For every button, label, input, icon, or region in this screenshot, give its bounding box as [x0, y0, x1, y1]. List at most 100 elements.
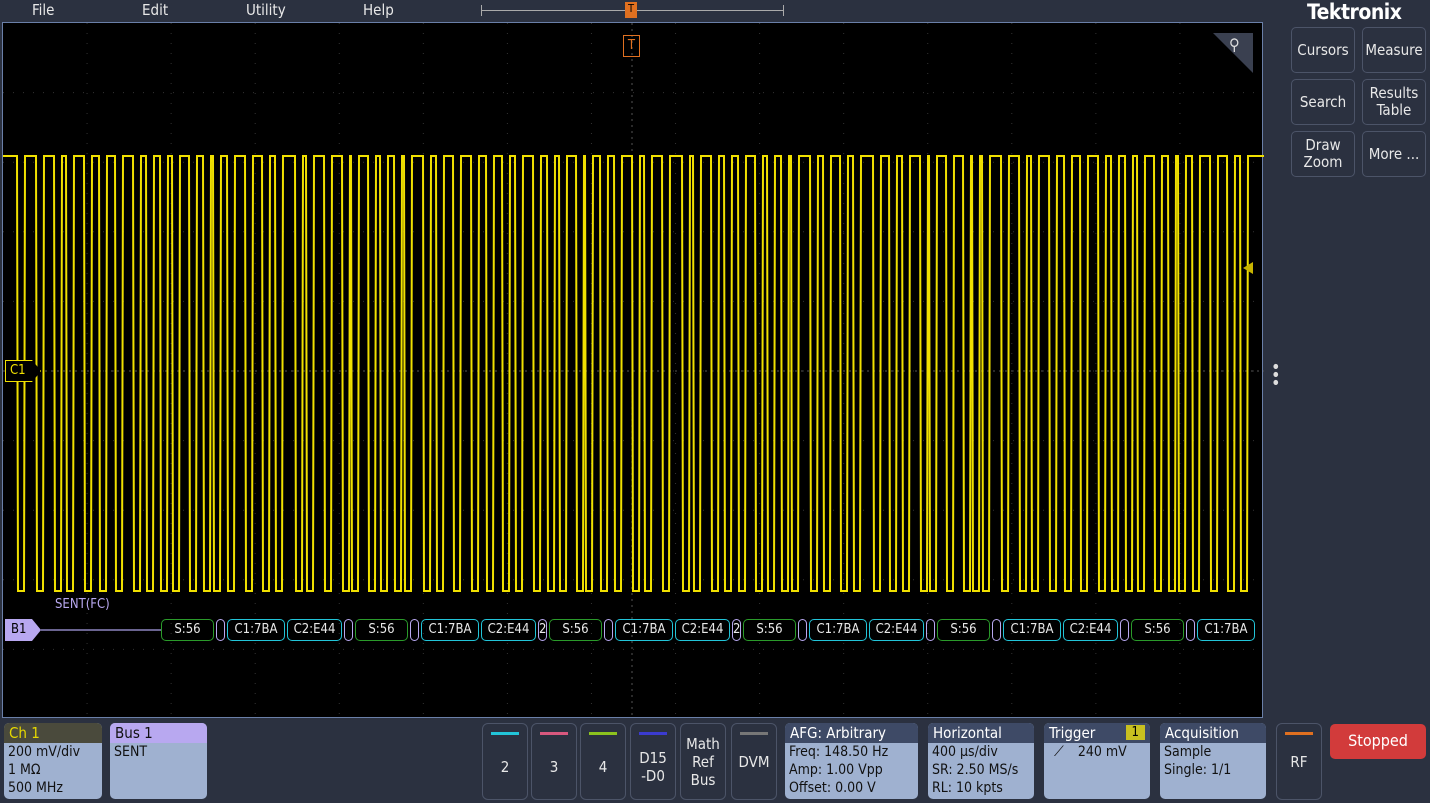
channel-color-bar: [589, 732, 617, 735]
menu-help[interactable]: Help: [363, 1, 394, 19]
menu-bar: File Edit Utility Help T: [0, 0, 1285, 22]
afg-amp: Amp: 1.00 Vpp: [789, 761, 914, 779]
sample-rate: SR: 2.50 MS/s: [932, 761, 1030, 779]
bus-packet-status[interactable]: S:56: [937, 619, 990, 641]
acquisition-title: Acquisition: [1160, 723, 1266, 743]
bus-packet-gap[interactable]: 2: [732, 619, 741, 641]
record-length: RL: 10 kpts: [932, 779, 1030, 797]
horizontal-badge[interactable]: Horizontal 400 µs/divSR: 2.50 MS/sRL: 10…: [928, 723, 1034, 799]
channel-button-label: 4: [599, 758, 608, 776]
bus-packet-gap[interactable]: [604, 619, 613, 641]
bus-packet-data[interactable]: C1:7BA: [1003, 619, 1061, 641]
trigger-position-marker[interactable]: T: [623, 35, 640, 57]
bus-packet-data[interactable]: C1:7BA: [227, 619, 285, 641]
acquisition-count: Single: 1/1: [1164, 761, 1262, 779]
channel-color-bar: [491, 732, 519, 735]
draw-zoom-button[interactable]: Draw Zoom: [1291, 131, 1355, 177]
ch2-button[interactable]: 2: [482, 723, 528, 800]
bus-packet-status[interactable]: S:56: [355, 619, 408, 641]
ch1-scale: 200 mV/div: [8, 743, 98, 761]
ch4-button[interactable]: 4: [580, 723, 626, 800]
horizontal-title: Horizontal: [928, 723, 1034, 743]
bus-packet-gap[interactable]: [992, 619, 1001, 641]
magnifier-icon: ⚲: [1229, 35, 1240, 54]
bus-packet-gap[interactable]: [798, 619, 807, 641]
math-ref-bus-button[interactable]: Math Ref Bus: [680, 723, 726, 800]
bus-packet-data[interactable]: C2:E44: [481, 619, 536, 641]
digital-button[interactable]: D15 -D0: [630, 723, 676, 800]
bus1-protocol: SENT: [114, 743, 203, 761]
side-panel: Cursors Measure Search Results Table Dra…: [1287, 22, 1430, 718]
channel-color-bar: [740, 732, 768, 735]
rf-button[interactable]: RF: [1276, 723, 1322, 800]
bus-packet-status[interactable]: S:56: [1131, 619, 1184, 641]
run-stop-button[interactable]: Stopped: [1330, 724, 1426, 759]
bus-idle-line: [41, 629, 161, 631]
bus-packet-gap[interactable]: [926, 619, 935, 641]
bus-packet-data[interactable]: C2:E44: [675, 619, 730, 641]
menu-utility[interactable]: Utility: [246, 1, 286, 19]
bus-packet-data[interactable]: C1:7BA: [421, 619, 479, 641]
bus-packet-gap[interactable]: 2: [538, 619, 547, 641]
ch1-termination: 1 MΩ: [8, 761, 98, 779]
bus1-title: Bus 1: [110, 723, 207, 743]
trigger-level: 240 mV: [1078, 744, 1127, 760]
channel-color-bar: [540, 732, 568, 735]
dvm-button[interactable]: DVM: [731, 723, 777, 800]
acquisition-mode: Sample: [1164, 743, 1262, 761]
bus-packet-data[interactable]: C1:7BA: [615, 619, 673, 641]
bus-packet-data[interactable]: C2:E44: [287, 619, 342, 641]
bus-packet-data[interactable]: C2:E44: [869, 619, 924, 641]
trigger-source: 1: [1126, 725, 1145, 740]
bus-label: SENT(FC): [55, 597, 110, 612]
bus-packet-status[interactable]: S:56: [743, 619, 796, 641]
bus-packet-gap[interactable]: [1186, 619, 1195, 641]
tektronix-logo: Tektronix: [1307, 0, 1401, 24]
rising-edge-icon: ⟋: [1054, 744, 1064, 760]
panel-handle-icon[interactable]: •••: [1271, 364, 1281, 388]
afg-offset: Offset: 0.00 V: [789, 779, 914, 797]
bus-packet-gap[interactable]: [216, 619, 225, 641]
bus-packet-status[interactable]: S:56: [549, 619, 602, 641]
cursors-button[interactable]: Cursors: [1291, 27, 1355, 73]
menu-edit[interactable]: Edit: [142, 1, 168, 19]
bus-packet-gap[interactable]: [1120, 619, 1129, 641]
bus-packet-gap[interactable]: [344, 619, 353, 641]
bus-packet-gap[interactable]: [410, 619, 419, 641]
ch1-title: Ch 1: [4, 723, 102, 743]
channel-button-label: Math Ref Bus: [686, 735, 720, 789]
waveform-svg: [3, 23, 1264, 719]
ch1-waveform: [3, 156, 1264, 591]
ch1-badge[interactable]: Ch 1 200 mV/div1 MΩ500 MHz: [4, 723, 102, 799]
bus1-badge[interactable]: Bus 1 SENT: [110, 723, 207, 799]
search-button[interactable]: Search: [1291, 79, 1355, 125]
channel-button-label: 2: [501, 758, 510, 776]
ch1-bandwidth: 500 MHz: [8, 779, 98, 797]
channel-color-bar: [639, 732, 667, 735]
trigger-badge[interactable]: Trigger 1 ⟋ 240 mV: [1044, 723, 1150, 799]
bus-packet-data[interactable]: C1:7BA: [809, 619, 867, 641]
acquisition-badge[interactable]: Acquisition SampleSingle: 1/1: [1160, 723, 1266, 799]
measure-button[interactable]: Measure: [1362, 27, 1426, 73]
waveform-view[interactable]: T ⚲ C1 SENT(FC) B1 S:56C1:7BAC2:E44S:56C…: [2, 22, 1263, 718]
afg-title: AFG: Arbitrary: [785, 723, 918, 743]
trigger-title: Trigger: [1049, 724, 1095, 742]
bus-packet-status[interactable]: S:56: [161, 619, 214, 641]
bus-decode-row: S:56C1:7BAC2:E44S:56C1:7BAC2:E442S:56C1:…: [3, 619, 1264, 641]
afg-freq: Freq: 148.50 Hz: [789, 743, 914, 761]
results-table-button[interactable]: Results Table: [1362, 79, 1426, 125]
rf-color-bar: [1285, 732, 1313, 735]
channel-button-label: 3: [550, 758, 559, 776]
afg-badge[interactable]: AFG: Arbitrary Freq: 148.50 HzAmp: 1.00 …: [785, 723, 918, 799]
timeline-trigger-marker[interactable]: T: [625, 2, 637, 18]
channel-button-label: D15 -D0: [639, 749, 667, 785]
rf-label: RF: [1290, 753, 1307, 771]
bus-packet-data[interactable]: C2:E44: [1063, 619, 1118, 641]
trigger-level-marker[interactable]: [1243, 262, 1253, 274]
menu-file[interactable]: File: [32, 1, 54, 19]
ch3-button[interactable]: 3: [531, 723, 577, 800]
channel-button-label: DVM: [738, 753, 769, 771]
bus-packet-data[interactable]: C1:7BA: [1197, 619, 1255, 641]
horizontal-scale: 400 µs/div: [932, 743, 1030, 761]
more-button[interactable]: More ...: [1362, 131, 1426, 177]
